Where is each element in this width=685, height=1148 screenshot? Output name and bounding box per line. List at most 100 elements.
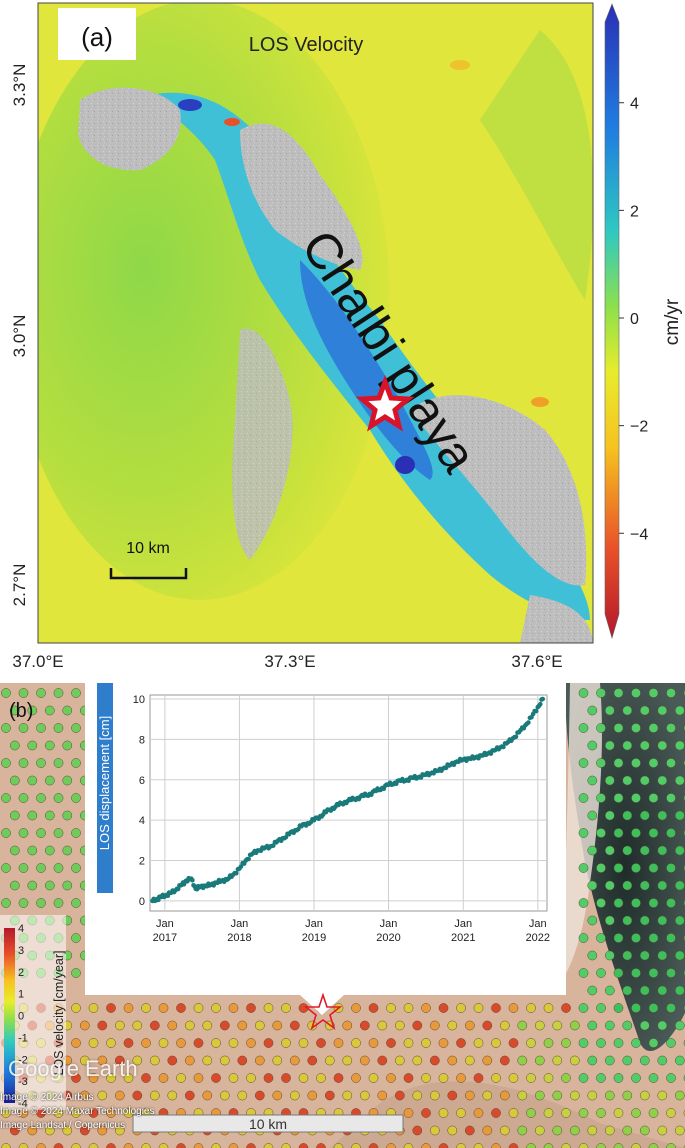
colorbar-b-tick-label: -3 — [18, 1076, 28, 1088]
velocity-point — [464, 1020, 475, 1031]
velocity-point — [622, 880, 633, 891]
velocity-point — [596, 723, 606, 733]
colorbar-tick-label: −2 — [630, 419, 648, 436]
chart-point — [521, 726, 527, 731]
velocity-point — [587, 1090, 598, 1101]
colorbar-b-tick-label: 1 — [18, 989, 24, 1001]
velocity-point — [438, 1038, 449, 1048]
velocity-point — [666, 828, 676, 838]
velocity-point — [561, 1003, 571, 1013]
velocity-point — [578, 758, 589, 768]
subsidence-spot — [224, 118, 240, 126]
velocity-point — [666, 1003, 676, 1013]
velocity-point — [36, 828, 46, 838]
velocity-point — [263, 1003, 274, 1013]
velocity-point — [639, 950, 650, 961]
velocity-point — [429, 1090, 440, 1101]
velocity-point — [499, 1125, 510, 1136]
velocity-point — [657, 915, 668, 926]
velocity-point — [552, 1055, 563, 1066]
velocity-point — [578, 863, 589, 873]
image-credit: Image © 2024 Maxar Technologies — [0, 1106, 155, 1117]
velocity-point — [613, 1003, 624, 1013]
velocity-point — [351, 1038, 361, 1048]
velocity-point — [412, 1125, 423, 1136]
velocity-point — [674, 705, 685, 716]
velocity-point — [604, 950, 615, 961]
panel-b-label: (b) — [9, 700, 33, 722]
velocity-point — [631, 863, 641, 873]
chart-point — [526, 720, 531, 725]
velocity-point — [53, 758, 64, 768]
subsidence-spot — [450, 60, 470, 70]
velocity-point — [219, 1090, 230, 1101]
chart-point — [515, 730, 520, 735]
velocity-point — [622, 1090, 633, 1101]
lon-tick: 37.0°E — [12, 652, 63, 671]
velocity-point — [386, 1038, 396, 1048]
velocity-point — [587, 705, 598, 716]
velocity-point — [106, 1003, 116, 1013]
colorbar-tick-label: 4 — [630, 96, 639, 113]
velocity-point — [97, 1020, 108, 1031]
velocity-point — [342, 1090, 353, 1101]
velocity-point — [27, 880, 38, 891]
uplift-spot — [395, 456, 415, 474]
chart-point — [527, 715, 533, 721]
velocity-point — [246, 1073, 256, 1083]
velocity-point — [587, 1020, 598, 1031]
velocity-point — [639, 915, 650, 926]
velocity-point — [639, 810, 650, 821]
colorbar-tick-label: 2 — [630, 203, 639, 220]
velocity-point — [648, 1108, 659, 1118]
velocity-point — [491, 1038, 501, 1048]
velocity-point — [552, 1125, 563, 1136]
velocity-point — [604, 1020, 615, 1031]
colorbar-ticks: 4 2 0 −2 −4 — [619, 96, 648, 543]
velocity-point — [149, 1090, 160, 1101]
colorbar-b-tick-label: -1 — [18, 1032, 28, 1044]
velocity-point — [491, 1073, 501, 1083]
velocity-point — [648, 1073, 659, 1083]
velocity-point — [62, 1125, 73, 1136]
velocity-point — [648, 793, 659, 803]
velocity-point — [674, 985, 685, 996]
map-image — [38, 3, 593, 643]
velocity-point — [202, 1055, 213, 1066]
velocity-point — [403, 1108, 414, 1118]
velocity-point — [351, 1073, 361, 1083]
velocity-point — [447, 1020, 458, 1031]
velocity-point — [219, 1020, 230, 1031]
velocity-point — [508, 1003, 519, 1013]
velocity-point — [254, 1090, 265, 1101]
velocity-point — [657, 740, 668, 751]
velocity-point — [71, 793, 81, 803]
velocity-point — [316, 1038, 326, 1048]
velocity-point — [193, 1038, 204, 1048]
velocity-point — [71, 828, 81, 838]
velocity-point — [648, 758, 659, 768]
velocity-point — [438, 1003, 449, 1013]
velocity-point — [36, 688, 46, 698]
colorbar-b-tick-label: 2 — [18, 967, 24, 979]
velocity-point — [657, 985, 668, 996]
chart-x-tick-year: 2019 — [302, 932, 326, 944]
velocity-map: (a) LOS Velocity Chalbi playa 10 km 3.3°… — [10, 2, 683, 671]
velocity-point — [263, 1038, 274, 1048]
velocity-point — [149, 1020, 160, 1031]
velocity-point — [534, 1020, 545, 1031]
chart-point — [278, 838, 284, 844]
velocity-point — [18, 758, 29, 768]
uplift-spot — [178, 99, 202, 111]
velocity-point — [604, 1125, 615, 1136]
colorbar — [604, 3, 620, 640]
velocity-point — [473, 1038, 484, 1048]
velocity-point — [132, 1020, 143, 1031]
velocity-point — [184, 1090, 195, 1101]
velocity-point — [604, 1090, 615, 1101]
velocity-point — [578, 828, 589, 838]
velocity-point — [613, 828, 624, 838]
velocity-point — [666, 968, 676, 978]
velocity-point — [604, 810, 615, 821]
velocity-point — [237, 1090, 248, 1101]
